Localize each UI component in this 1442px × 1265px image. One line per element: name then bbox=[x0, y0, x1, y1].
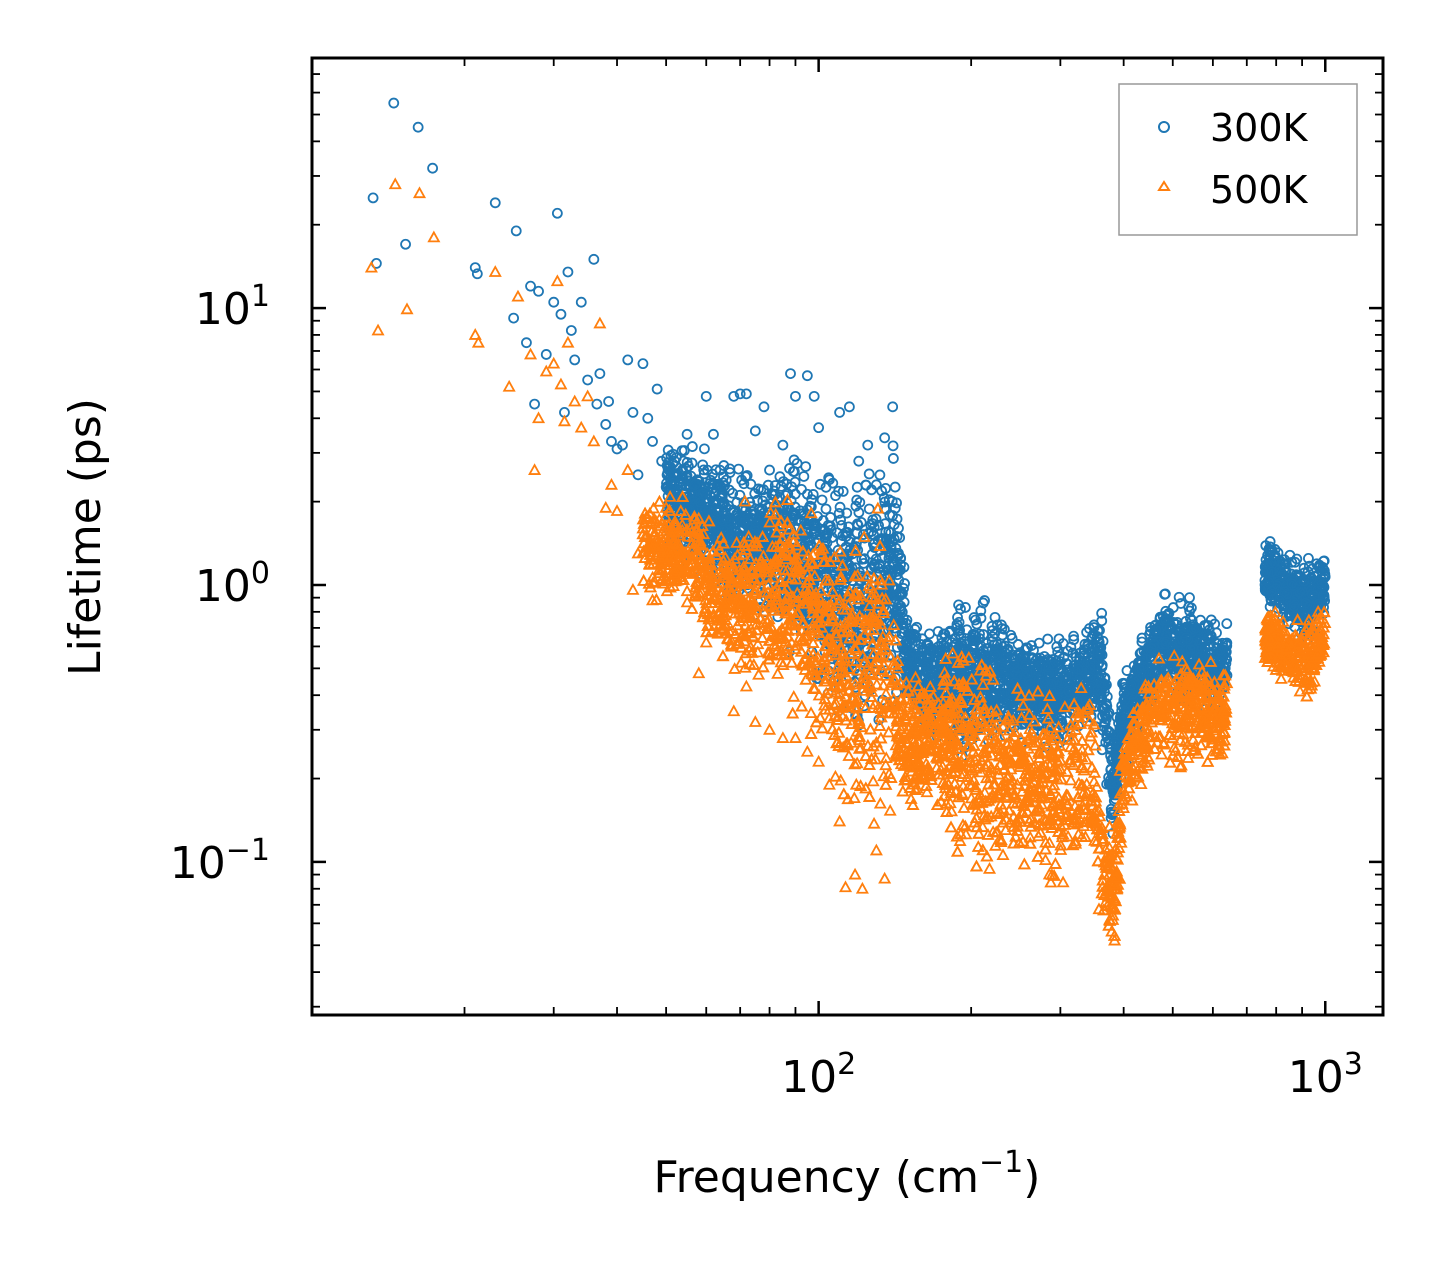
data-point-300k bbox=[724, 463, 736, 475]
data-point-300k bbox=[863, 503, 875, 515]
data-point-300k bbox=[1298, 562, 1310, 574]
data-point-300k bbox=[752, 494, 763, 506]
data-point-300k bbox=[699, 443, 710, 455]
data-point-300k bbox=[833, 507, 845, 519]
data-point-300k bbox=[820, 503, 832, 515]
data-point-300k bbox=[788, 454, 800, 466]
data-point-300k bbox=[888, 453, 899, 464]
data-point-300k bbox=[911, 621, 923, 633]
data-point-300k bbox=[854, 496, 866, 508]
data-point-300k bbox=[1303, 553, 1314, 564]
data-point-300k bbox=[885, 527, 897, 539]
data-point-300k bbox=[1062, 658, 1073, 670]
data-point-300k bbox=[676, 445, 688, 456]
data-point-300k bbox=[1042, 633, 1054, 645]
data-point-300k bbox=[887, 440, 899, 452]
data-point-300k bbox=[851, 518, 863, 530]
data-point-300k bbox=[1097, 635, 1109, 647]
data-point-300k bbox=[1068, 630, 1080, 642]
data-point-300k bbox=[916, 633, 928, 645]
data-point-300k bbox=[835, 514, 846, 526]
data-point-300k bbox=[975, 605, 987, 617]
data-point-300k bbox=[863, 468, 875, 480]
data-point-300k bbox=[814, 478, 826, 490]
data-point-300k bbox=[698, 464, 710, 476]
data-point-300k bbox=[720, 474, 732, 486]
data-point-300k bbox=[1021, 642, 1032, 654]
data-point-300k bbox=[1096, 607, 1108, 619]
data-point-300k bbox=[1173, 591, 1185, 603]
data-point-300k bbox=[745, 478, 757, 490]
data-point-300k bbox=[800, 461, 812, 472]
data-point-300k bbox=[727, 487, 739, 499]
data-point-300k bbox=[830, 490, 841, 502]
data-point-300k bbox=[798, 471, 810, 482]
data-point-300k bbox=[745, 501, 757, 513]
data-point-300k bbox=[807, 489, 819, 500]
